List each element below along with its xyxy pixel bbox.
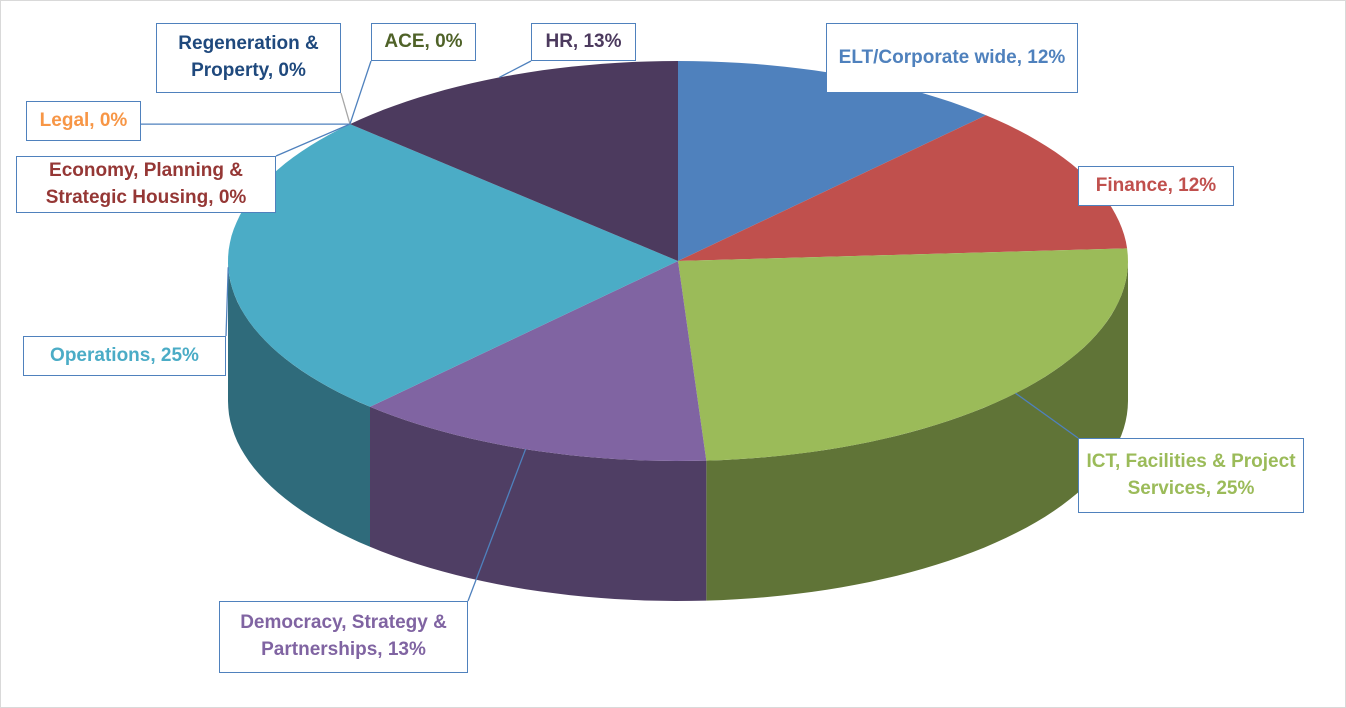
slice-side [228, 261, 370, 547]
data-label: ACE, 0% [371, 23, 476, 61]
label-separator: , [267, 60, 279, 81]
label-separator: , [1167, 174, 1179, 196]
slice [370, 261, 707, 461]
leader-line [498, 60, 532, 79]
data-label: Operations, 25% [23, 336, 226, 376]
value-label: 12% [1027, 46, 1066, 68]
value-label: 0% [278, 60, 306, 81]
category-name: ACE [384, 30, 425, 52]
slice [350, 61, 678, 261]
value-label: 0% [435, 30, 463, 52]
leader-line [467, 448, 527, 602]
category-name: Operations [50, 344, 151, 366]
data-label-text: Operations, 25% [50, 343, 199, 370]
data-label: HR, 13% [531, 23, 636, 61]
label-separator: , [208, 186, 219, 208]
data-label-text: Legal, 0% [40, 108, 128, 135]
data-label: ELT/Corporate wide, 12% [826, 23, 1078, 93]
data-label-text: HR, 13% [545, 29, 621, 56]
leader-line [1015, 392, 1079, 439]
label-separator: , [572, 30, 584, 52]
leader-line [340, 92, 351, 125]
category-name: Regeneration & Property [178, 33, 319, 81]
data-label-text: Regeneration & Property, 0% [163, 31, 334, 84]
category-name: Finance [1095, 174, 1168, 196]
data-label: Democracy, Strategy & Partnerships, 13% [219, 601, 468, 673]
slice [678, 115, 1128, 261]
label-separator: , [377, 639, 388, 660]
value-label: 25% [1216, 477, 1255, 499]
data-label-text: Economy, Planning & Strategic Housing, 0… [23, 158, 269, 211]
data-label-text: ELT/Corporate wide, 12% [839, 45, 1066, 72]
slice [678, 61, 986, 261]
data-label: Regeneration & Property, 0% [156, 23, 341, 93]
category-name: Legal [39, 109, 90, 131]
data-label-text: Democracy, Strategy & Partnerships, 13% [226, 610, 461, 663]
category-name: Economy, Planning & Strategic Housing [45, 159, 243, 208]
label-separator: , [89, 109, 100, 131]
value-label: 13% [583, 30, 622, 52]
category-name: HR [545, 30, 573, 52]
data-label-text: Finance, 12% [1096, 173, 1216, 200]
category-name: ELT/Corporate wide [838, 46, 1017, 68]
value-label: 25% [160, 344, 199, 366]
slice [678, 248, 1128, 461]
label-separator: , [1205, 477, 1217, 499]
data-label: Economy, Planning & Strategic Housing, 0… [16, 156, 276, 213]
data-label: Legal, 0% [26, 101, 141, 141]
leader-line [225, 267, 229, 337]
category-name: ICT, Facilities & Project Services [1086, 450, 1296, 499]
data-label-text: ACE, 0% [384, 29, 462, 56]
slice [228, 124, 678, 407]
slice-side [706, 261, 1128, 601]
label-separator: , [1016, 46, 1028, 68]
leader-line [275, 123, 351, 157]
value-label: 0% [218, 186, 247, 208]
slice-side [370, 406, 707, 601]
label-separator: , [150, 344, 161, 366]
leader-line [349, 60, 372, 125]
category-name: Democracy, Strategy & Partnerships [240, 612, 447, 660]
data-label-text: ICT, Facilities & Project Services, 25% [1085, 449, 1297, 502]
value-label: 13% [387, 639, 426, 660]
data-label: ICT, Facilities & Project Services, 25% [1078, 438, 1304, 513]
value-label: 0% [99, 109, 128, 131]
label-separator: , [424, 30, 436, 52]
value-label: 12% [1178, 174, 1217, 196]
data-label: Finance, 12% [1078, 166, 1234, 206]
